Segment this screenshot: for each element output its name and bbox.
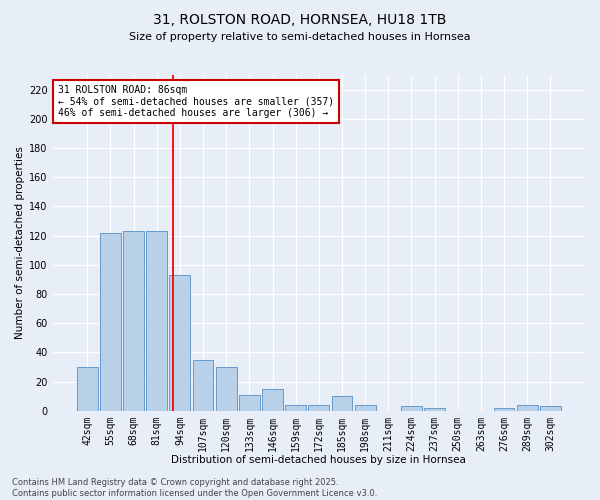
Bar (355, 405, 376, 410)
Bar (285, 405, 306, 410)
Bar (332, 396, 352, 410)
Bar (77, 367, 98, 410)
Bar (308, 405, 329, 410)
Bar (540, 406, 561, 410)
Bar (424, 408, 445, 410)
Bar (146, 231, 167, 410)
Bar (123, 231, 144, 410)
Text: 31 ROLSTON ROAD: 86sqm
← 54% of semi-detached houses are smaller (357)
46% of se: 31 ROLSTON ROAD: 86sqm ← 54% of semi-det… (58, 85, 334, 118)
Bar (169, 275, 190, 410)
Bar (517, 405, 538, 410)
Text: Size of property relative to semi-detached houses in Hornsea: Size of property relative to semi-detach… (129, 32, 471, 42)
Text: 31, ROLSTON ROAD, HORNSEA, HU18 1TB: 31, ROLSTON ROAD, HORNSEA, HU18 1TB (154, 12, 446, 26)
Bar (100, 232, 121, 410)
Bar (401, 406, 422, 410)
Bar (239, 394, 260, 410)
Bar (494, 408, 514, 410)
Bar (193, 360, 214, 410)
Bar (262, 389, 283, 410)
X-axis label: Distribution of semi-detached houses by size in Hornsea: Distribution of semi-detached houses by … (172, 455, 466, 465)
Bar (216, 367, 236, 410)
Y-axis label: Number of semi-detached properties: Number of semi-detached properties (15, 146, 25, 340)
Text: Contains HM Land Registry data © Crown copyright and database right 2025.
Contai: Contains HM Land Registry data © Crown c… (12, 478, 377, 498)
